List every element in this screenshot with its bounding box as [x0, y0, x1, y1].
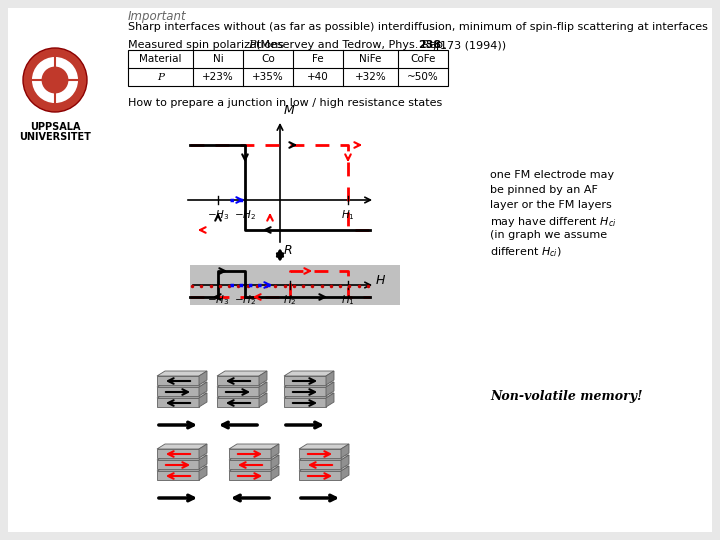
Text: P: P: [248, 40, 256, 50]
Text: one FM electrode may: one FM electrode may: [490, 170, 614, 180]
Polygon shape: [229, 444, 279, 449]
Text: $M$: $M$: [283, 104, 295, 117]
Text: Ni: Ni: [212, 54, 223, 64]
Bar: [229, 449, 271, 458]
Bar: [217, 387, 259, 396]
Bar: [299, 471, 341, 480]
Polygon shape: [157, 371, 207, 376]
Polygon shape: [341, 455, 349, 469]
Polygon shape: [199, 393, 207, 407]
Bar: [217, 398, 259, 407]
Text: +32%: +32%: [355, 72, 387, 82]
Polygon shape: [157, 393, 207, 398]
Text: $H$: $H$: [375, 274, 386, 287]
Text: different $H_{ci}$): different $H_{ci}$): [490, 245, 562, 259]
Polygon shape: [199, 371, 207, 385]
Bar: [157, 471, 199, 480]
Text: may have different $H_{ci}$: may have different $H_{ci}$: [490, 215, 616, 229]
Text: +23%: +23%: [202, 72, 234, 82]
Circle shape: [23, 48, 87, 112]
Text: (Meservey and Tedrow, Phys. Rep.: (Meservey and Tedrow, Phys. Rep.: [256, 40, 450, 50]
Text: Non-volatile memory!: Non-volatile memory!: [490, 390, 642, 403]
Polygon shape: [341, 466, 349, 480]
Text: $H_1$: $H_1$: [341, 208, 355, 222]
Text: Co: Co: [261, 54, 275, 64]
Polygon shape: [259, 382, 267, 396]
Bar: [157, 398, 199, 407]
Polygon shape: [341, 444, 349, 458]
Polygon shape: [271, 455, 279, 469]
Bar: [190, 265, 400, 305]
Polygon shape: [199, 444, 207, 458]
Text: +35%: +35%: [252, 72, 284, 82]
Text: be pinned by an AF: be pinned by an AF: [490, 185, 598, 195]
Bar: [157, 387, 199, 396]
Circle shape: [32, 57, 78, 103]
Text: $H_1$: $H_1$: [341, 293, 355, 307]
Text: NiFe: NiFe: [359, 54, 382, 64]
Text: Important: Important: [128, 10, 186, 23]
Text: $-H_3$: $-H_3$: [207, 293, 229, 307]
Bar: [217, 376, 259, 385]
Circle shape: [42, 66, 68, 93]
Polygon shape: [284, 393, 334, 398]
Polygon shape: [157, 382, 207, 387]
Text: How to prepare a junction in low / high resistance states: How to prepare a junction in low / high …: [128, 98, 442, 108]
Polygon shape: [229, 455, 279, 460]
Polygon shape: [271, 466, 279, 480]
Polygon shape: [299, 444, 349, 449]
Bar: [284, 398, 326, 407]
Bar: [229, 460, 271, 469]
Text: Fe: Fe: [312, 54, 324, 64]
Bar: [157, 460, 199, 469]
Polygon shape: [284, 382, 334, 387]
Text: , 173 (1994)): , 173 (1994)): [433, 40, 506, 50]
Text: $-H_2$: $-H_2$: [234, 293, 256, 307]
Polygon shape: [217, 371, 267, 376]
Polygon shape: [217, 382, 267, 387]
Bar: [157, 376, 199, 385]
Polygon shape: [326, 393, 334, 407]
Polygon shape: [326, 382, 334, 396]
Text: P: P: [157, 72, 164, 82]
Polygon shape: [157, 444, 207, 449]
Polygon shape: [326, 371, 334, 385]
Text: ~50%: ~50%: [407, 72, 439, 82]
Text: (in graph we assume: (in graph we assume: [490, 230, 607, 240]
Text: $H_2$: $H_2$: [283, 293, 297, 307]
Text: CoFe: CoFe: [410, 54, 436, 64]
Bar: [128, 50, 448, 86]
Bar: [299, 460, 341, 469]
Polygon shape: [299, 466, 349, 471]
Bar: [299, 449, 341, 458]
Bar: [284, 376, 326, 385]
Text: $-H_2$: $-H_2$: [234, 208, 256, 222]
Polygon shape: [284, 371, 334, 376]
Polygon shape: [229, 466, 279, 471]
Text: Measured spin polarizations: Measured spin polarizations: [128, 40, 287, 50]
Polygon shape: [157, 455, 207, 460]
Text: +40: +40: [307, 72, 329, 82]
Polygon shape: [217, 393, 267, 398]
Bar: [229, 471, 271, 480]
Text: layer or the FM layers: layer or the FM layers: [490, 200, 612, 210]
Polygon shape: [199, 382, 207, 396]
Bar: [284, 387, 326, 396]
Text: $-H_3$: $-H_3$: [207, 208, 229, 222]
Text: UPPSALA: UPPSALA: [30, 122, 80, 132]
Polygon shape: [271, 444, 279, 458]
Text: 238: 238: [418, 40, 441, 50]
Polygon shape: [259, 393, 267, 407]
Text: UNIVERSITET: UNIVERSITET: [19, 132, 91, 142]
Bar: [157, 449, 199, 458]
Polygon shape: [199, 455, 207, 469]
Text: Material: Material: [139, 54, 181, 64]
Polygon shape: [299, 455, 349, 460]
Polygon shape: [157, 466, 207, 471]
Text: $R$: $R$: [283, 244, 292, 257]
Text: Sharp interfaces without (as far as possible) interdiffusion, minimum of spin-fl: Sharp interfaces without (as far as poss…: [128, 22, 708, 32]
Polygon shape: [259, 371, 267, 385]
Polygon shape: [199, 466, 207, 480]
